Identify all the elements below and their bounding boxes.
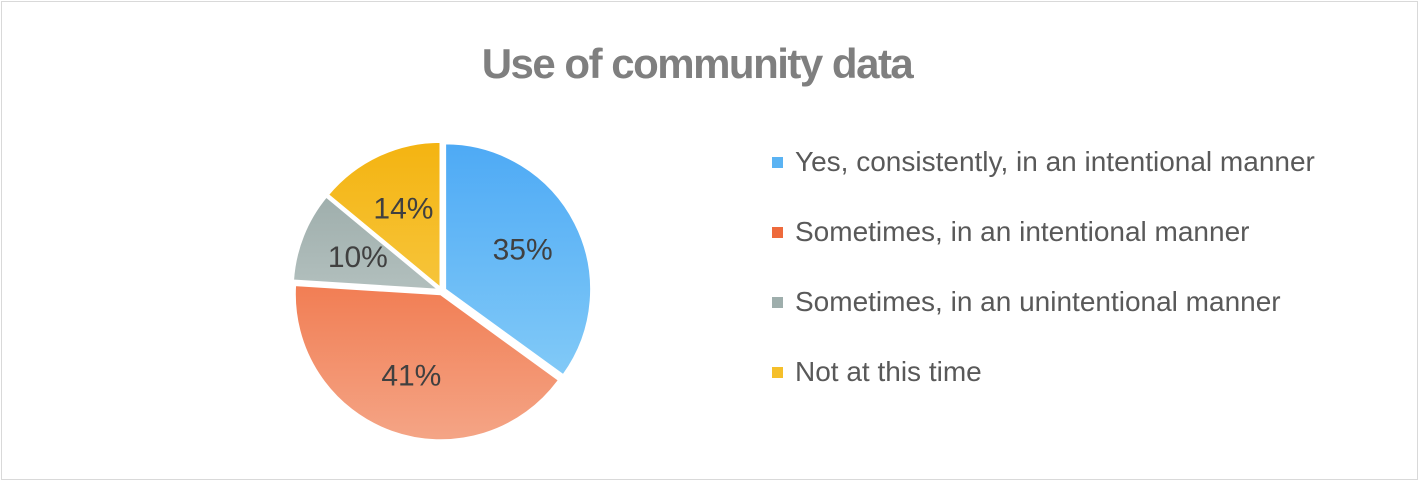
legend-swatch — [772, 296, 783, 308]
chart-title: Use of community data — [481, 40, 914, 87]
pie-slice-4 — [326, 140, 442, 290]
slice-data-label: 10% — [328, 241, 388, 274]
legend-label: Sometimes, in an intentional manner — [795, 216, 1250, 247]
slice-data-label: 41% — [381, 360, 441, 393]
legend-item: Sometimes, in an unintentional manner — [772, 282, 1315, 322]
legend-label: Yes, consistently, in an intentional man… — [795, 146, 1315, 177]
legend-item: Not at this time — [772, 352, 1315, 392]
legend-swatch — [772, 366, 783, 378]
legend-swatch — [772, 226, 783, 238]
legend-item: Yes, consistently, in an intentional man… — [772, 142, 1315, 182]
pie-slice-3 — [291, 195, 442, 291]
chart-legend: Yes, consistently, in an intentional man… — [772, 142, 1315, 422]
legend-label: Sometimes, in an unintentional manner — [795, 286, 1281, 317]
legend-swatch — [772, 156, 783, 168]
pie-slice-1 — [444, 142, 593, 377]
legend-item: Sometimes, in an intentional manner — [772, 212, 1315, 252]
slice-data-label: 35% — [493, 233, 553, 266]
slice-data-label: 14% — [373, 193, 433, 226]
legend-label: Not at this time — [795, 356, 982, 387]
pie-slice-2 — [293, 284, 561, 442]
